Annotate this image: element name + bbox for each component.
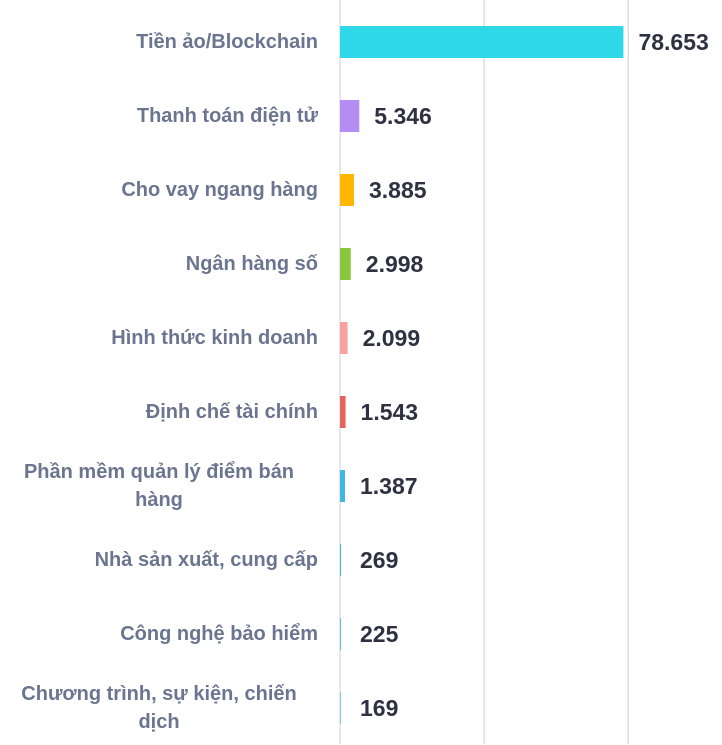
value-label-text: 5.346 bbox=[374, 103, 432, 129]
value-label-text: 1.387 bbox=[360, 473, 418, 499]
bar bbox=[340, 322, 348, 354]
value-label: 2.099 bbox=[363, 323, 421, 353]
bar bbox=[340, 26, 624, 58]
bar bbox=[340, 100, 360, 132]
value-label: 5.346 bbox=[374, 101, 432, 131]
value-label-text: 3.885 bbox=[369, 177, 427, 203]
category-label: Định chế tài chính bbox=[0, 375, 318, 449]
bar bbox=[340, 470, 345, 502]
bar bbox=[340, 692, 341, 724]
value-label: 3.885 bbox=[369, 175, 427, 205]
category-label: Chương trình, sự kiện, chiến dịch bbox=[0, 671, 318, 745]
category-label: Công nghệ bảo hiểm bbox=[0, 597, 318, 671]
category-label-text: Định chế tài chính bbox=[145, 401, 318, 423]
bar bbox=[340, 618, 341, 650]
category-label: Phần mềm quản lý điểm bán hàng bbox=[0, 449, 318, 523]
category-label: Cho vay ngang hàng bbox=[0, 153, 318, 227]
category-label-text: Phần mềm quản lý điểm bán hàng bbox=[23, 461, 295, 511]
category-label-text: Nhà sản xuất, cung cấp bbox=[94, 549, 318, 571]
bar bbox=[340, 174, 355, 206]
category-label-text: Công nghệ bảo hiểm bbox=[120, 623, 318, 645]
category-label-text: Tiền ảo/Blockchain bbox=[136, 31, 318, 53]
category-label: Tiền ảo/Blockchain bbox=[0, 5, 318, 79]
value-label-text: 169 bbox=[360, 695, 399, 721]
value-label: 225 bbox=[360, 619, 398, 649]
value-label: 2.998 bbox=[366, 249, 424, 279]
bar bbox=[340, 544, 341, 576]
category-label-text: Hình thức kinh doanh bbox=[111, 327, 318, 349]
category-label: Ngân hàng số bbox=[0, 227, 318, 301]
category-label: Thanh toán điện tử bbox=[0, 79, 318, 153]
bar bbox=[340, 396, 346, 428]
bar bbox=[340, 248, 351, 280]
value-label: 269 bbox=[360, 545, 398, 575]
category-label-text: Cho vay ngang hàng bbox=[121, 179, 318, 201]
value-label-text: 269 bbox=[360, 547, 399, 573]
category-label: Nhà sản xuất, cung cấp bbox=[0, 523, 318, 597]
value-label: 1.387 bbox=[360, 471, 418, 501]
value-label-text: 2.998 bbox=[365, 251, 424, 277]
value-label-text: 2.099 bbox=[362, 325, 421, 351]
category-label-text: Thanh toán điện tử bbox=[136, 105, 318, 127]
category-label-text: Ngân hàng số bbox=[185, 253, 318, 275]
value-label: 78.653 bbox=[638, 27, 708, 57]
value-label: 1.543 bbox=[361, 397, 419, 427]
value-label: 169 bbox=[360, 693, 398, 723]
category-label: Hình thức kinh doanh bbox=[0, 301, 318, 375]
category-label-text: Chương trình, sự kiện, chiến dịch bbox=[21, 683, 297, 733]
value-label-text: 225 bbox=[360, 621, 399, 647]
value-label-text: 1.543 bbox=[360, 399, 419, 425]
value-label-text: 78.653 bbox=[638, 29, 709, 55]
